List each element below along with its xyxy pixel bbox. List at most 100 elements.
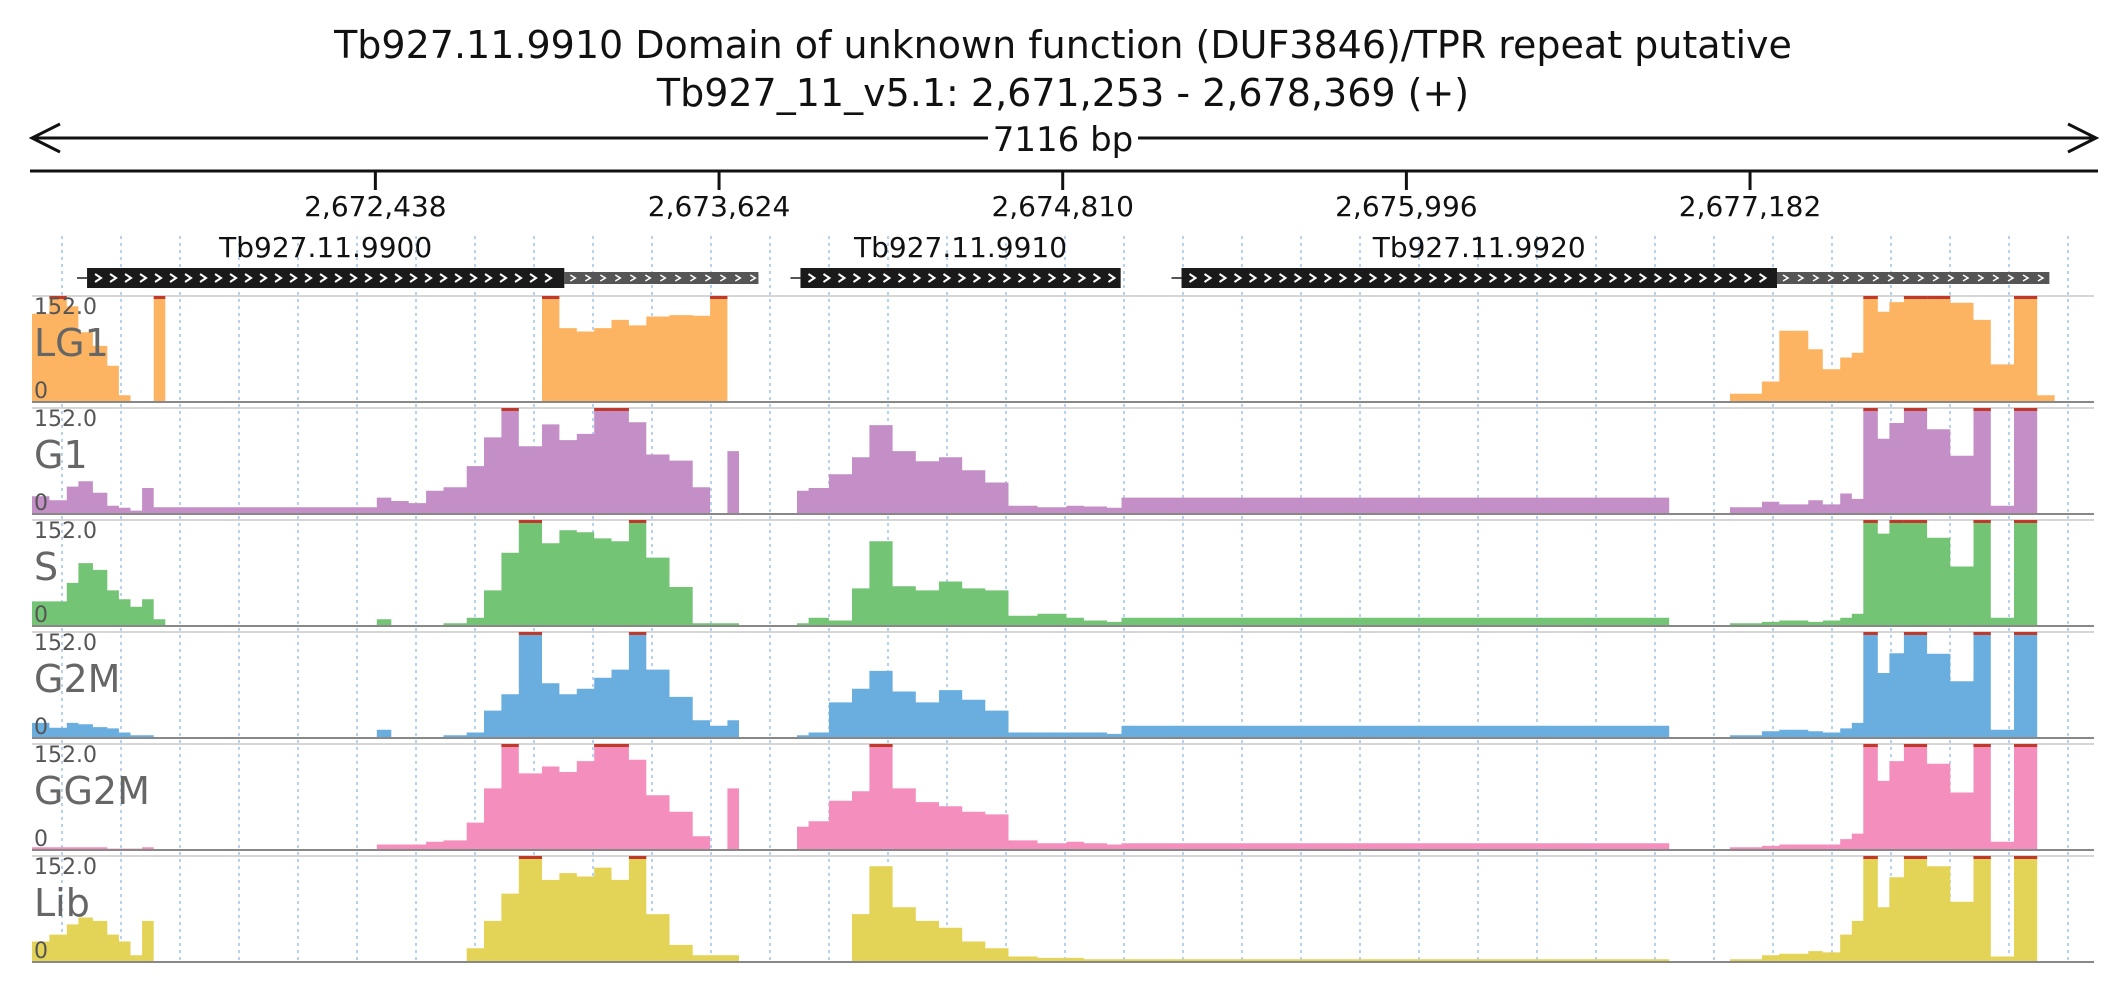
strand-chevron (1758, 273, 1768, 283)
tick-label: 2,675,996 (1335, 190, 1478, 223)
strand-chevron (1932, 274, 1940, 282)
strand-chevron (942, 273, 952, 283)
strand-chevron (364, 273, 373, 283)
clip-marker (2014, 632, 2038, 635)
clip-marker (518, 856, 542, 859)
track-name: GG2M (34, 769, 150, 813)
clip-marker (1903, 296, 1928, 299)
track-ymin-label: 0 (34, 715, 48, 740)
clip-marker (628, 520, 647, 523)
strand-chevron (1623, 273, 1633, 283)
strand-chevron (1902, 274, 1910, 282)
track-name: Lib (34, 881, 90, 925)
strand-chevron (867, 273, 877, 283)
strand-chevron (124, 273, 133, 283)
strand-chevron (1872, 274, 1880, 282)
clip-marker (1903, 632, 1928, 635)
strand-chevron (2037, 274, 2045, 282)
clip-marker (49, 296, 67, 299)
span-ruler: 7116 bp (28, 118, 2100, 160)
strand-chevron (1062, 273, 1072, 283)
track-name: G1 (34, 433, 88, 477)
strand-chevron (1977, 274, 1985, 282)
strand-chevron (569, 274, 577, 282)
clip-marker (2014, 296, 2038, 299)
strand-chevron (1533, 273, 1543, 283)
strand-chevron (544, 273, 553, 283)
clip-marker (1903, 408, 1928, 411)
strand-chevron (244, 273, 253, 283)
strand-chevron (734, 274, 742, 282)
strand-chevron (1683, 273, 1693, 283)
clip-marker (501, 408, 519, 411)
coverage-tracks: 152.0LG10152.0G10152.0S0152.0G2M0152.0GG… (32, 295, 2094, 964)
span-label: 7116 bp (993, 120, 1134, 160)
strand-chevron (1857, 274, 1865, 282)
track-ymax-label: 152.0 (34, 631, 97, 656)
strand-chevron (154, 273, 163, 283)
strand-chevron (1653, 273, 1663, 283)
track-ymin-label: 0 (34, 379, 48, 404)
strand-chevron (1698, 273, 1708, 283)
strand-chevron (1443, 273, 1453, 283)
track-ymax-label: 152.0 (34, 519, 97, 544)
track-ymax-label: 152.0 (34, 407, 97, 432)
span-arrow-left (28, 122, 61, 154)
strand-chevron (599, 274, 607, 282)
clip-marker (2014, 744, 2038, 747)
clip-marker (1973, 408, 1991, 411)
strand-chevron (1638, 273, 1648, 283)
strand-chevron (749, 274, 757, 282)
strand-chevron (1488, 273, 1498, 283)
gene-label: Tb927.11.9910 (853, 231, 1067, 264)
tick-label: 2,674,810 (991, 190, 1134, 223)
gene-Tb927.11.9910[interactable]: Tb927.11.9910 (790, 231, 1121, 288)
track-ymax-label: 152.0 (34, 295, 97, 320)
strand-chevron (1593, 273, 1603, 283)
strand-chevron (349, 273, 358, 283)
strand-chevron (1413, 273, 1423, 283)
strand-chevron (1368, 273, 1378, 283)
strand-chevron (1353, 273, 1363, 283)
strand-chevron (1728, 273, 1738, 283)
strand-chevron (1503, 273, 1513, 283)
strand-chevron (109, 273, 118, 283)
gene-utr (1776, 272, 2050, 284)
strand-chevron (1428, 273, 1438, 283)
strand-chevron (807, 273, 817, 283)
strand-chevron (659, 274, 667, 282)
clip-marker (611, 408, 629, 411)
strand-chevron (644, 274, 652, 282)
clip-marker (1863, 408, 1878, 411)
strand-chevron (897, 273, 907, 283)
clip-marker (1863, 520, 1878, 523)
strand-chevron (2022, 274, 2030, 282)
gene-cds (800, 268, 1121, 288)
vertical-grid (61, 236, 2069, 962)
strand-chevron (454, 273, 463, 283)
clip-marker (1863, 856, 1878, 859)
strand-chevron (229, 273, 238, 283)
strand-chevron (1473, 273, 1483, 283)
clip-marker (518, 632, 542, 635)
coverage-area (32, 858, 2094, 962)
coordinate-axis-ticks: 2,672,438 2,673,624 2,674,810 2,675,996 2,67… (304, 171, 1821, 223)
strand-chevron (1017, 273, 1027, 283)
gene-Tb927.11.9900[interactable]: Tb927.11.9900 (77, 231, 759, 288)
strand-chevron (1992, 274, 2000, 282)
strand-chevron (139, 273, 148, 283)
gene-utr (564, 272, 759, 284)
track-ymin-label: 0 (34, 491, 48, 516)
strand-chevron (584, 274, 592, 282)
tick-label: 2,672,438 (304, 190, 447, 223)
strand-chevron (1962, 274, 1970, 282)
strand-chevron (1233, 273, 1243, 283)
strand-chevron (1092, 273, 1102, 283)
gene-Tb927.11.9920[interactable]: Tb927.11.9920 (1171, 231, 2050, 288)
strand-chevron (1458, 273, 1468, 283)
strand-chevron (882, 273, 892, 283)
strand-chevron (1827, 274, 1835, 282)
strand-chevron (1032, 273, 1042, 283)
strand-chevron (1077, 273, 1087, 283)
